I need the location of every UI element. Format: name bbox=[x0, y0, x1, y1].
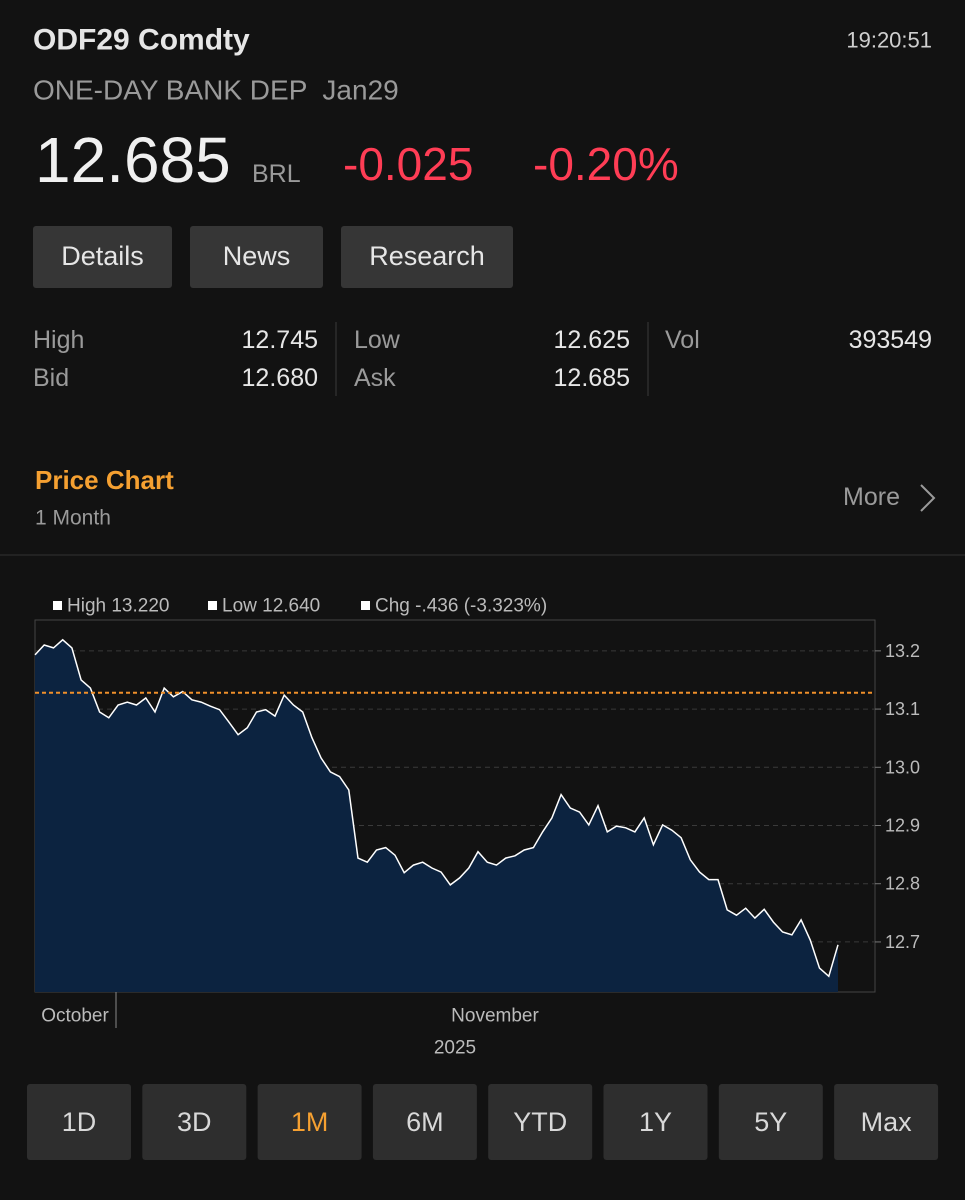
tab-button[interactable] bbox=[190, 226, 323, 288]
range-label[interactable]: 3D bbox=[177, 1107, 212, 1137]
y-tick-label: 13.0 bbox=[885, 757, 920, 777]
quote-value: 12.745 bbox=[242, 326, 318, 354]
section-title: Price Chart bbox=[35, 465, 174, 495]
y-tick-label: 13.2 bbox=[885, 641, 920, 661]
tab-button[interactable] bbox=[33, 226, 172, 288]
range-button[interactable] bbox=[372, 1084, 477, 1160]
currency: BRL bbox=[252, 160, 301, 188]
change-percent: -0.20% bbox=[533, 138, 679, 190]
range-button[interactable] bbox=[488, 1084, 593, 1160]
range-label[interactable]: YTD bbox=[513, 1107, 567, 1137]
legend-square bbox=[208, 601, 217, 610]
range-button[interactable] bbox=[603, 1084, 708, 1160]
range-button[interactable] bbox=[834, 1084, 939, 1160]
y-tick-label: 12.8 bbox=[885, 874, 920, 894]
x-label: October bbox=[41, 1006, 109, 1027]
range-label[interactable]: 1M bbox=[291, 1107, 329, 1137]
stat: Low 12.640 bbox=[222, 596, 320, 617]
range-label[interactable]: 1D bbox=[62, 1107, 97, 1137]
quote-value: 12.625 bbox=[554, 326, 630, 354]
tab-label[interactable]: Research bbox=[369, 241, 485, 271]
quote-label: Vol bbox=[665, 326, 700, 354]
quote-label: Ask bbox=[354, 364, 396, 392]
quote-label: High bbox=[33, 326, 84, 354]
chevron[interactable] bbox=[920, 484, 936, 512]
stat: Chg -.436 (-3.323%) bbox=[375, 596, 547, 617]
quote-value: 12.685 bbox=[554, 364, 630, 392]
more-link[interactable]: More bbox=[843, 483, 900, 511]
range-button[interactable] bbox=[142, 1084, 247, 1160]
range-button[interactable] bbox=[257, 1084, 362, 1160]
area bbox=[35, 639, 838, 992]
price: 12.685 bbox=[35, 124, 231, 196]
quote-label: Bid bbox=[33, 364, 69, 392]
tab-label[interactable]: Details bbox=[61, 241, 144, 271]
range-button[interactable] bbox=[718, 1084, 823, 1160]
y-tick-label: 13.1 bbox=[885, 699, 920, 719]
range-label[interactable]: Max bbox=[861, 1107, 913, 1137]
ticker: ODF29 Comdty bbox=[33, 24, 250, 57]
y-tick-label: 12.7 bbox=[885, 932, 920, 952]
year-label: 2025 bbox=[434, 1038, 476, 1059]
x-label: November bbox=[451, 1006, 539, 1027]
period: 1 Month bbox=[35, 507, 111, 530]
time: 19:20:51 bbox=[846, 28, 932, 53]
change: -0.025 bbox=[343, 138, 473, 190]
description: ONE-DAY BANK DEP Jan29 bbox=[33, 75, 399, 106]
legend-square bbox=[53, 601, 62, 610]
range-label[interactable]: 6M bbox=[406, 1107, 444, 1137]
tab-label[interactable]: News bbox=[223, 241, 291, 271]
y-tick-label: 12.9 bbox=[885, 816, 920, 836]
legend-square bbox=[361, 601, 370, 610]
quote-value: 12.680 bbox=[242, 364, 318, 392]
quote-value: 393549 bbox=[849, 326, 932, 354]
quote-label: Low bbox=[354, 326, 401, 354]
range-label[interactable]: 1Y bbox=[639, 1107, 672, 1137]
stat: High 13.220 bbox=[67, 596, 169, 617]
price-chart: 12.7 12.8 12.9 13.0 13.1 13.2 High 13.220 Low 1… bbox=[34, 596, 920, 1059]
range-label[interactable]: 5Y bbox=[754, 1107, 787, 1137]
tab-button[interactable] bbox=[341, 226, 513, 288]
range-button[interactable] bbox=[27, 1084, 131, 1160]
